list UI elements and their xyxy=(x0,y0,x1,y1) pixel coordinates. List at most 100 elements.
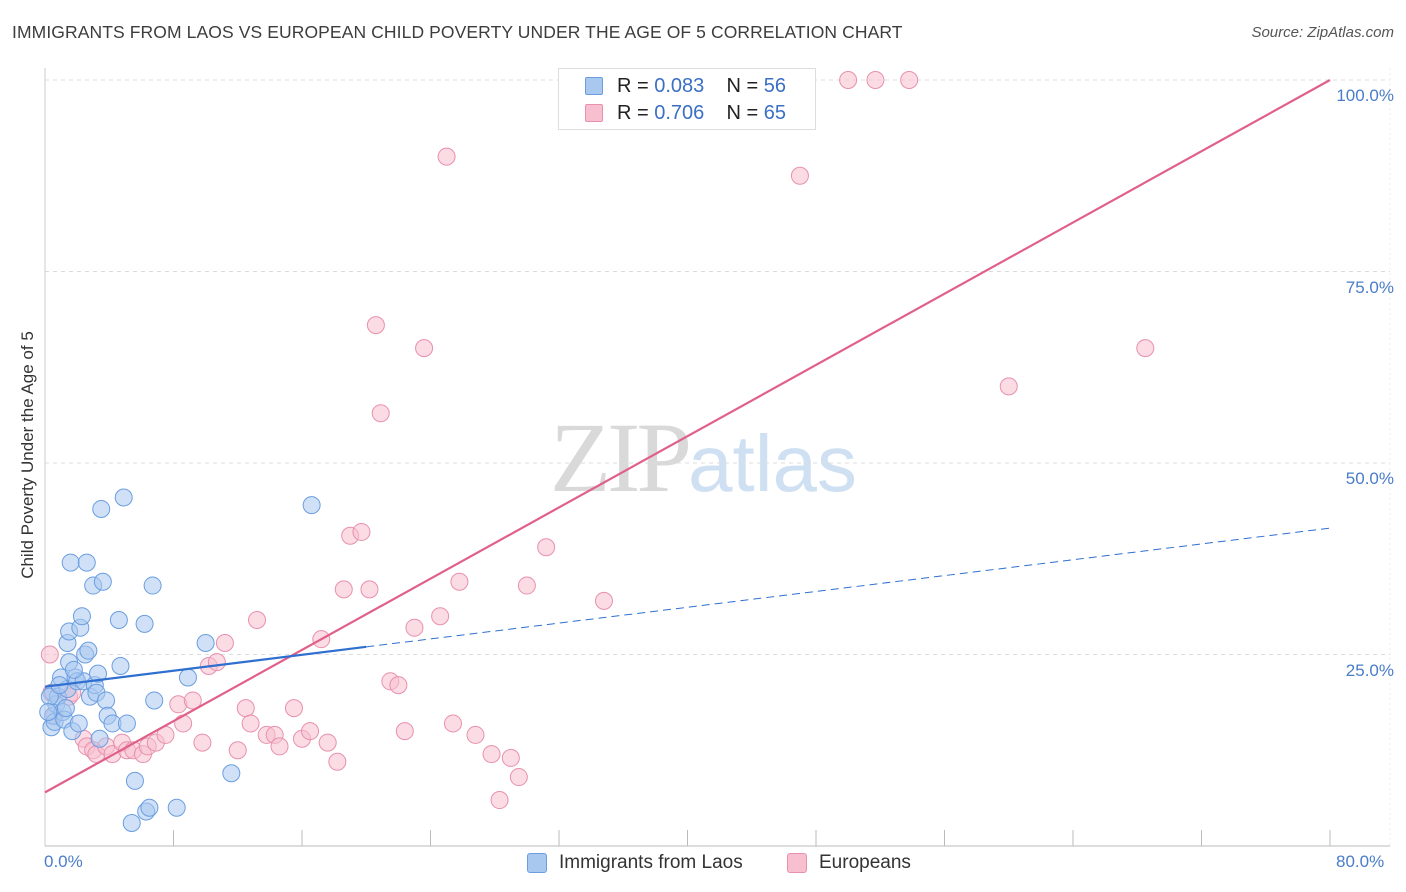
laos-point xyxy=(135,614,154,633)
laos-point xyxy=(114,488,133,507)
europeans-point xyxy=(334,580,353,599)
laos-point xyxy=(97,691,116,710)
laos-point xyxy=(109,611,128,630)
laos-point xyxy=(89,664,108,683)
legend-r-value: 0.706 xyxy=(654,102,705,124)
europeans-point xyxy=(999,377,1018,396)
y-tick-label: 75.0% xyxy=(1345,277,1394,297)
europeans-point xyxy=(501,748,520,767)
y-tick-label: 25.0% xyxy=(1345,660,1394,680)
legend-n-value: 65 xyxy=(763,102,787,124)
laos-point xyxy=(117,714,136,733)
europeans-point xyxy=(174,714,193,733)
legend-r-value: 0.083 xyxy=(654,75,705,97)
x-tick-label-min: 0.0% xyxy=(44,852,83,871)
bottom-legend-label: Immigrants from Laos xyxy=(559,852,743,873)
laos-point xyxy=(143,576,162,595)
europeans-point xyxy=(352,522,371,541)
europeans-point xyxy=(431,607,450,626)
europeans-point xyxy=(40,645,59,664)
laos-point xyxy=(90,729,109,748)
europeans-point xyxy=(517,576,536,595)
laos-point xyxy=(92,499,111,518)
europeans-point xyxy=(537,538,556,557)
europeans-point xyxy=(371,404,390,423)
y-axis-title: Child Poverty Under the Age of 5 xyxy=(18,331,37,579)
europeans-point xyxy=(866,71,885,89)
europeans-point xyxy=(248,611,267,630)
europeans-point xyxy=(437,147,456,166)
points-layer xyxy=(39,71,1155,833)
y-tick-label: 100.0% xyxy=(1336,86,1394,105)
y-tick-label: 50.0% xyxy=(1345,469,1394,488)
grid-layer xyxy=(45,79,1390,655)
laos-point xyxy=(196,634,215,653)
laos-point xyxy=(93,572,112,591)
laos-point xyxy=(79,641,98,660)
europeans-point xyxy=(415,339,434,358)
x-tick-label-max: 80.0% xyxy=(1336,852,1385,871)
europeans-point xyxy=(328,752,347,771)
chart-title: IMMIGRANTS FROM LAOS VS EUROPEAN CHILD P… xyxy=(12,22,903,42)
europeans-point xyxy=(395,722,414,741)
europeans-point xyxy=(301,722,320,741)
europeans-point xyxy=(207,653,226,672)
legend-r-label: R = xyxy=(617,75,649,97)
europeans-point xyxy=(1136,339,1155,358)
europeans-point xyxy=(360,580,379,599)
europeans-point xyxy=(490,791,509,810)
europeans-point xyxy=(236,699,255,718)
laos-point xyxy=(56,699,75,718)
laos-point xyxy=(64,660,83,679)
correlation-legend: R = 0.083 N = 56 R = 0.706 N = 65 xyxy=(558,68,816,130)
europeans-point xyxy=(215,634,234,653)
europeans-point xyxy=(193,733,212,752)
laos-point xyxy=(61,553,80,572)
legend-n-label: N = xyxy=(726,102,759,124)
europeans-trend-line xyxy=(44,79,1331,794)
europeans-point xyxy=(839,71,858,89)
bottom-legend-swatch-blue xyxy=(527,853,547,873)
laos-point xyxy=(302,496,321,515)
europeans-point xyxy=(366,316,385,335)
europeans-point xyxy=(450,572,469,591)
laos-point xyxy=(39,702,58,721)
legend-n-label: N = xyxy=(726,75,759,97)
laos-point xyxy=(140,798,159,817)
europeans-point xyxy=(228,741,247,760)
laos-trend-extension xyxy=(366,527,1331,648)
bottom-legend-swatch-pink xyxy=(787,853,807,873)
legend-swatch-pink xyxy=(585,104,603,122)
europeans-point xyxy=(509,768,528,787)
europeans-point xyxy=(284,699,303,718)
laos-point xyxy=(222,764,241,783)
europeans-point xyxy=(389,676,408,695)
legend-r-label: R = xyxy=(617,102,649,124)
europeans-point xyxy=(318,733,337,752)
europeans-point xyxy=(183,691,202,710)
legend-text-series2: R = 0.706 N = 65 xyxy=(617,102,786,125)
europeans-point xyxy=(466,725,485,744)
europeans-point xyxy=(482,745,501,764)
laos-trend-line xyxy=(44,645,367,688)
europeans-point xyxy=(900,71,919,89)
europeans-point xyxy=(594,591,613,610)
laos-point xyxy=(178,668,197,687)
chart-source: Source: ZipAtlas.com xyxy=(1251,24,1394,41)
europeans-point xyxy=(790,166,809,185)
laos-point xyxy=(111,656,130,675)
europeans-point xyxy=(443,714,462,733)
europeans-point xyxy=(405,618,424,637)
europeans-point xyxy=(270,737,289,756)
legend-text-series1: R = 0.083 N = 56 xyxy=(617,75,786,98)
legend-n-value: 56 xyxy=(763,75,787,97)
laos-point xyxy=(69,714,88,733)
trend-layer xyxy=(44,79,1331,794)
laos-point xyxy=(122,814,141,833)
legend-swatch-blue xyxy=(585,77,603,95)
laos-point xyxy=(167,798,186,817)
laos-point xyxy=(72,607,91,626)
laos-point xyxy=(77,553,96,572)
laos-point xyxy=(125,771,144,790)
